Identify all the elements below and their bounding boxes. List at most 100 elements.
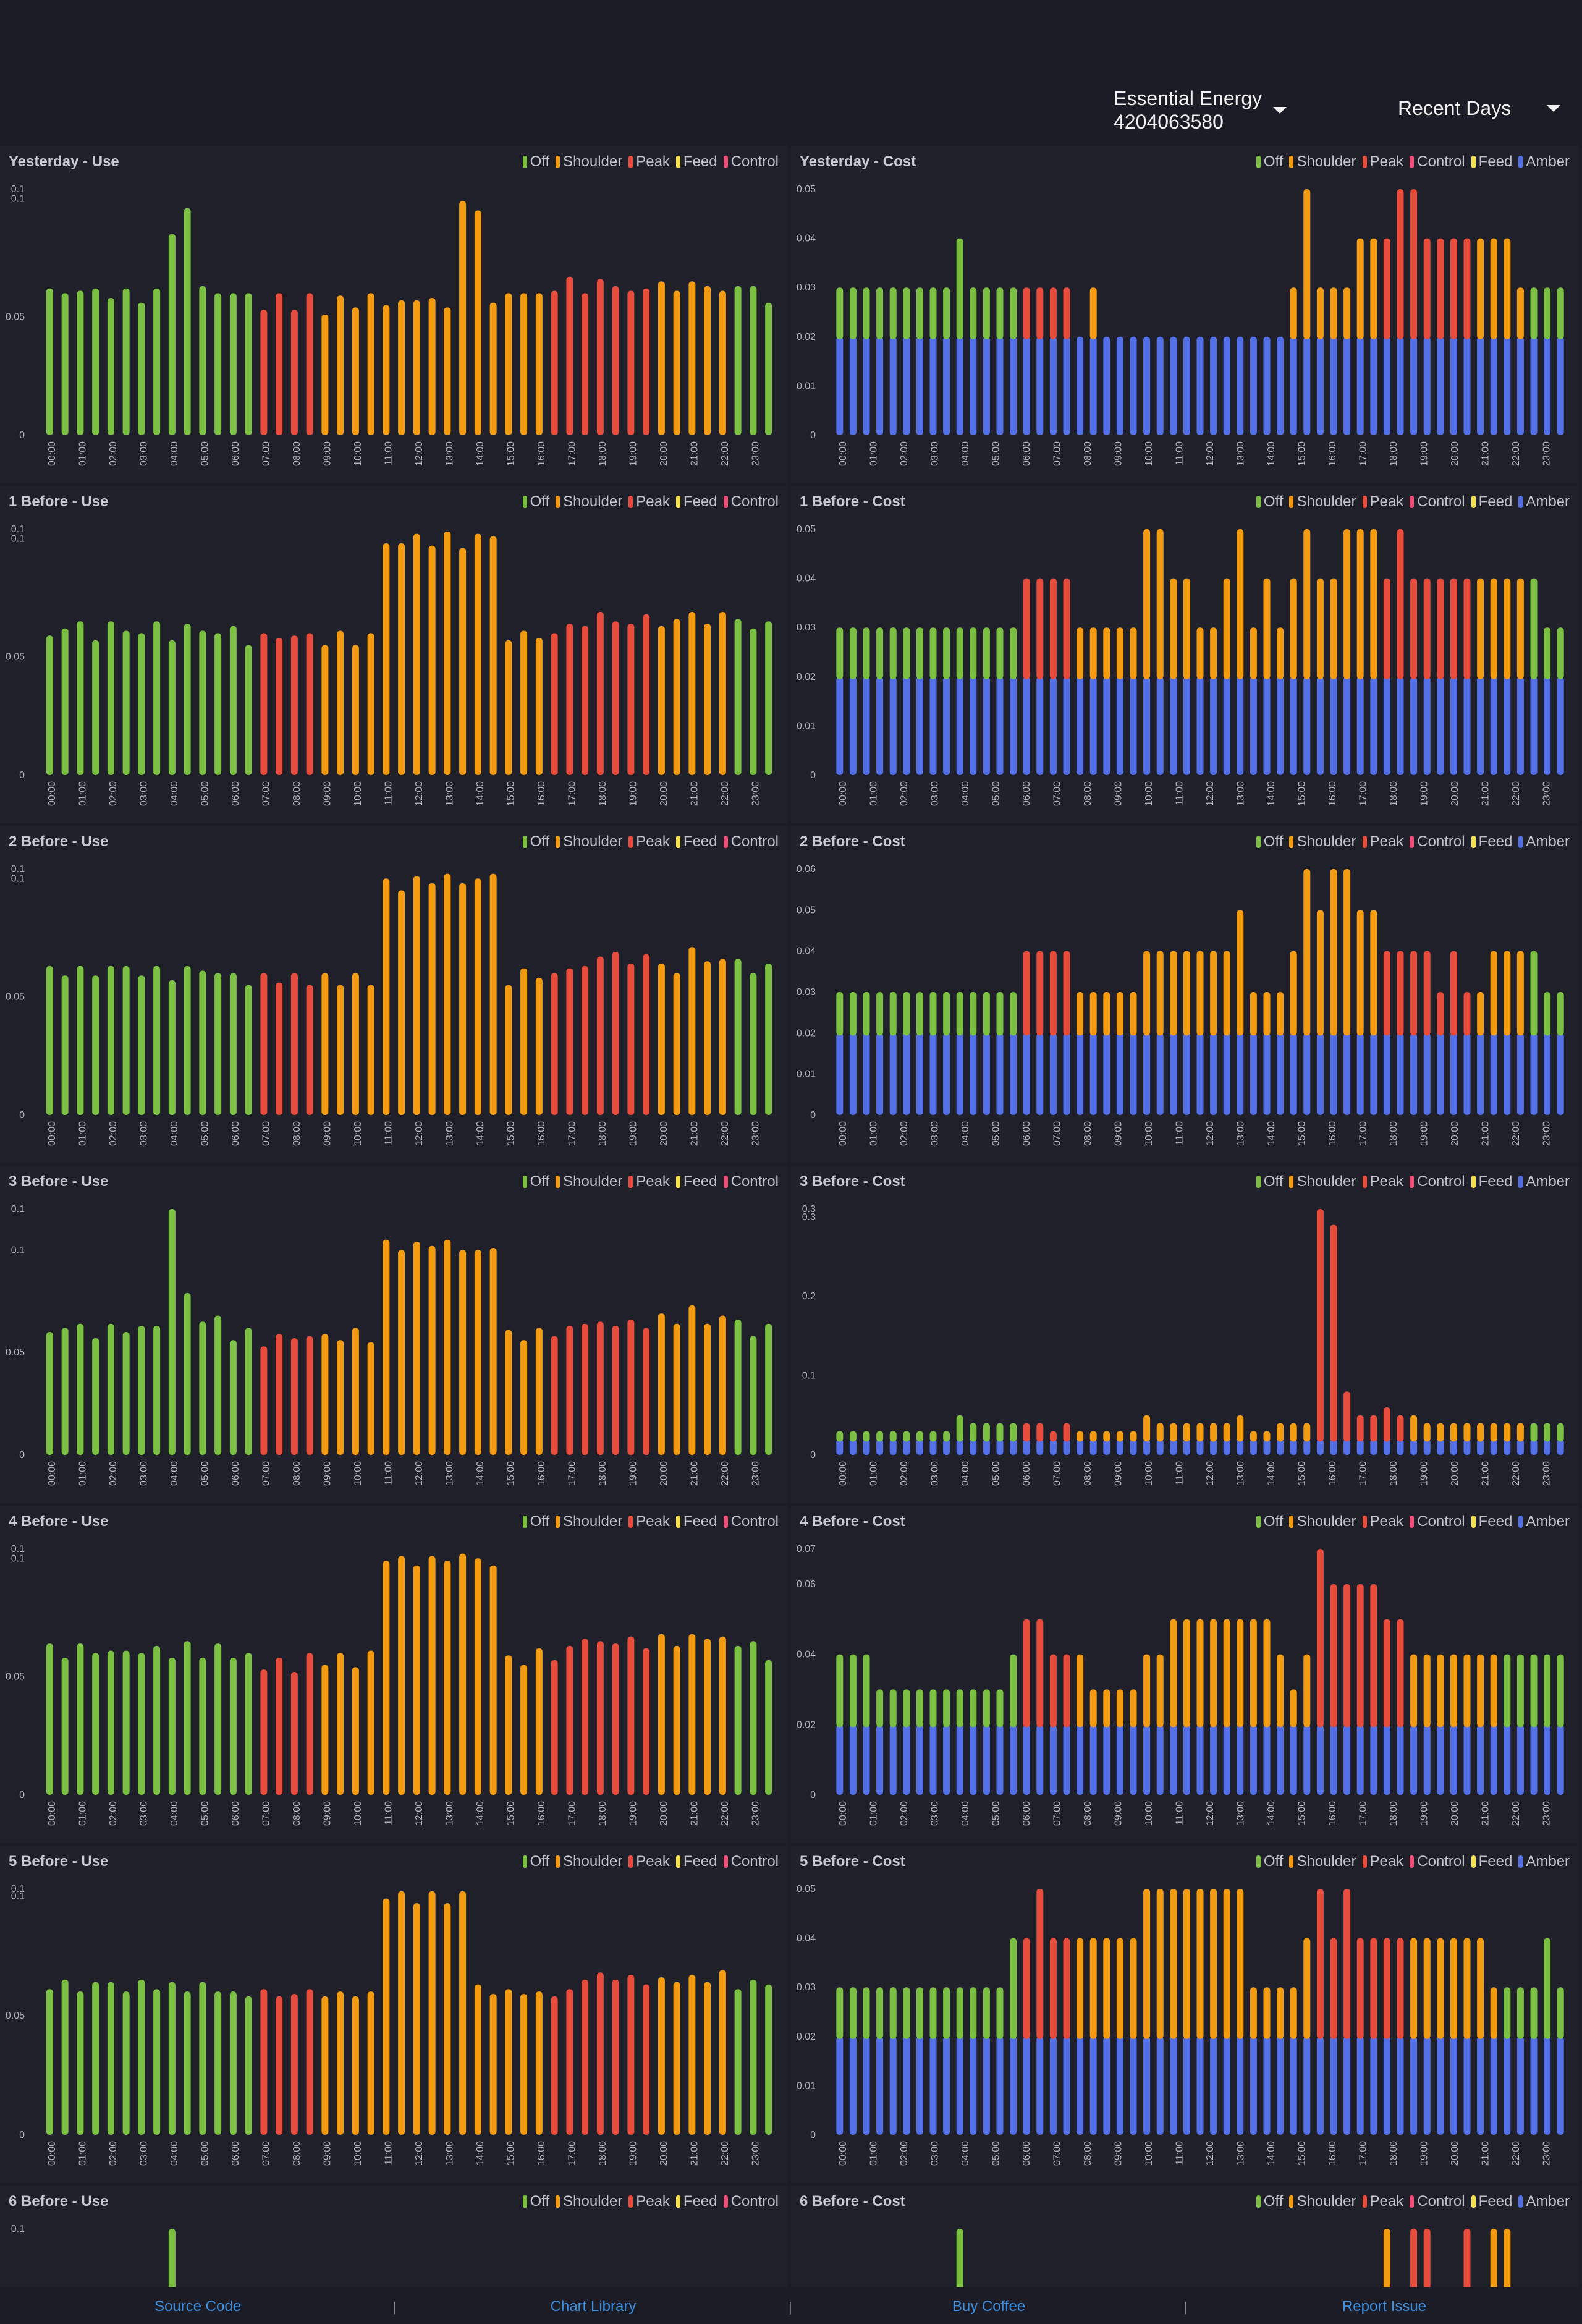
bar-tariff-segment[interactable] [1049,1938,1057,2039]
bar-tariff-segment[interactable] [1049,287,1057,339]
bar-tariff-segment[interactable] [1343,287,1351,339]
bar-amber-segment[interactable] [1450,1439,1457,1455]
bar-tariff-segment[interactable] [1516,578,1524,679]
bar[interactable] [719,1970,726,2135]
bar-tariff-segment[interactable] [1223,1889,1230,2039]
bar-amber-segment[interactable] [1116,2036,1123,2135]
bar[interactable] [199,1658,206,1795]
bar-tariff-segment[interactable] [1477,578,1484,679]
bar[interactable] [413,1903,420,2135]
bar-tariff-segment[interactable] [1383,1407,1390,1442]
report-issue-link[interactable]: Report Issue [1342,2298,1427,2315]
bar-amber-segment[interactable] [1103,1724,1110,1795]
bar-tariff-segment[interactable] [849,287,857,339]
bar-tariff-segment[interactable] [1049,951,1057,1036]
bar-amber-segment[interactable] [1063,676,1070,775]
legend-item[interactable]: Shoulder [1289,153,1356,171]
legend-item[interactable]: Off [522,2193,549,2210]
bar-amber-segment[interactable] [1170,676,1177,775]
bar[interactable] [474,878,481,1115]
bar[interactable] [199,1321,206,1455]
bar[interactable] [168,1209,176,1455]
bar-amber-segment[interactable] [1397,676,1404,775]
bar-tariff-segment[interactable] [1370,529,1377,679]
bar[interactable] [474,1558,481,1795]
bar-tariff-segment[interactable] [970,1689,977,1728]
bar-amber-segment[interactable] [1437,336,1444,435]
bar-amber-segment[interactable] [956,2036,963,2135]
bar-amber-segment[interactable] [970,2036,977,2135]
bar-amber-segment[interactable] [1103,2036,1110,2135]
legend-item[interactable]: Off [522,493,549,511]
bar-tariff-segment[interactable] [1397,951,1404,1036]
bar-amber-segment[interactable] [1183,2036,1190,2135]
bar-tariff-segment[interactable] [1530,951,1538,1036]
bar[interactable] [260,310,268,435]
bar-amber-segment[interactable] [1477,676,1484,775]
bar-amber-segment[interactable] [996,676,1004,775]
bar-tariff-segment[interactable] [1170,578,1177,679]
bar[interactable] [321,645,329,775]
chart-library-link[interactable]: Chart Library [550,2298,637,2315]
bar-tariff-segment[interactable] [1063,1423,1070,1442]
legend-item[interactable]: Amber [1518,1173,1570,1190]
bar-amber-segment[interactable] [929,676,937,775]
bar[interactable] [612,951,619,1115]
bar-amber-segment[interactable] [1223,1033,1230,1115]
bar-amber-segment[interactable] [943,1724,950,1795]
bar-tariff-segment[interactable] [943,1431,950,1442]
bar[interactable] [46,288,53,435]
bar-amber-segment[interactable] [943,1033,950,1115]
bar[interactable] [719,290,726,435]
bar-amber-segment[interactable] [996,1033,1004,1115]
bar-amber-segment[interactable] [1063,336,1070,435]
bar[interactable] [276,1334,283,1455]
bar-amber-segment[interactable] [1383,676,1390,775]
bar-tariff-segment[interactable] [1410,578,1418,679]
bar-tariff-segment[interactable] [1183,578,1190,679]
bar-tariff-segment[interactable] [849,627,857,679]
bar-tariff-segment[interactable] [1370,238,1377,339]
bar-tariff-segment[interactable] [1156,529,1164,679]
bar[interactable] [367,1342,374,1455]
bar-tariff-segment[interactable] [1530,1423,1538,1442]
bar-amber-segment[interactable] [1463,676,1471,775]
legend-item[interactable]: Off [522,833,549,850]
bar-amber-segment[interactable] [1196,336,1204,435]
bar[interactable] [582,1979,589,2135]
bar-tariff-segment[interactable] [889,1987,897,2039]
bar-amber-segment[interactable] [876,1439,884,1455]
bar-tariff-segment[interactable] [1450,1423,1457,1442]
bar-amber-segment[interactable] [1544,676,1551,775]
bar-amber-segment[interactable] [1370,1724,1377,1795]
bar[interactable] [168,980,176,1115]
bar-tariff-segment[interactable] [1210,1619,1217,1728]
bar-tariff-segment[interactable] [1023,1619,1030,1728]
legend-item[interactable]: Peak [1362,153,1403,171]
bar-tariff-segment[interactable] [1223,1619,1230,1728]
bar-amber-segment[interactable] [1330,676,1337,775]
legend-item[interactable]: Peak [1362,1173,1403,1190]
bar-amber-segment[interactable] [1263,1724,1271,1795]
legend-item[interactable]: Feed [1471,1173,1512,1190]
bar-amber-segment[interactable] [970,1439,977,1455]
legend-item[interactable]: Peak [628,153,670,171]
bar-amber-segment[interactable] [1130,1439,1137,1455]
bar-tariff-segment[interactable] [1089,627,1097,679]
bar[interactable] [1504,2229,1511,2287]
bar-amber-segment[interactable] [1049,1724,1057,1795]
bar-tariff-segment[interactable] [1023,287,1030,339]
bar[interactable] [321,314,329,435]
bar-amber-segment[interactable] [1077,1439,1084,1455]
bar-tariff-segment[interactable] [916,627,923,679]
bar-tariff-segment[interactable] [1116,627,1123,679]
bar-amber-segment[interactable] [1450,1724,1457,1795]
bar-amber-segment[interactable] [1156,2036,1164,2135]
bar-tariff-segment[interactable] [1490,238,1497,339]
bar-amber-segment[interactable] [1103,1033,1110,1115]
bar[interactable] [214,1643,222,1795]
bar[interactable] [61,293,69,435]
bar-tariff-segment[interactable] [1397,529,1404,679]
bar-tariff-segment[interactable] [1023,1423,1030,1442]
bar[interactable] [444,307,451,435]
